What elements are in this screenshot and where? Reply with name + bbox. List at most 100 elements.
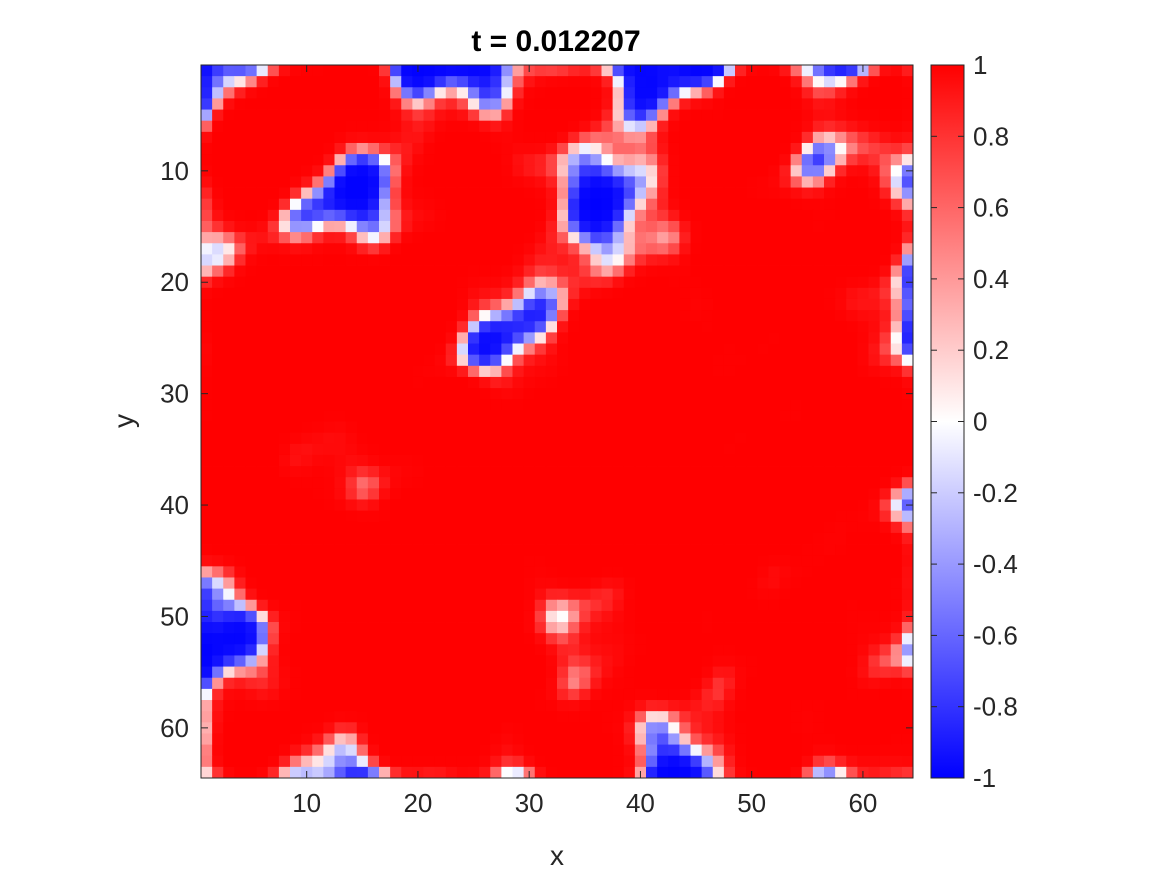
- heatmap-cell: [879, 744, 892, 757]
- heatmap-cell: [579, 766, 591, 779]
- heatmap-cell: [757, 688, 769, 701]
- heatmap-cell: [646, 109, 658, 122]
- heatmap-cell: [323, 276, 335, 289]
- heatmap-cell: [657, 276, 669, 289]
- heatmap-cell: [768, 365, 780, 378]
- heatmap-cell: [490, 755, 502, 768]
- heatmap-cell: [512, 388, 525, 400]
- heatmap-cell: [668, 388, 680, 400]
- heatmap-cell: [824, 733, 836, 745]
- heatmap-cell: [445, 633, 458, 645]
- heatmap-cell: [356, 209, 369, 222]
- heatmap-cell: [379, 410, 391, 422]
- heatmap-cell: [812, 700, 825, 712]
- heatmap-cell: [857, 633, 869, 645]
- heatmap-cell: [690, 109, 703, 122]
- heatmap-cell: [456, 243, 469, 255]
- heatmap-cell: [590, 610, 602, 623]
- heatmap-cell: [812, 165, 825, 177]
- heatmap-cell: [812, 566, 825, 578]
- heatmap-cell: [746, 243, 758, 255]
- heatmap-cell: [301, 220, 313, 233]
- heatmap-cell: [579, 655, 591, 667]
- heatmap-cell: [646, 766, 658, 779]
- heatmap-cell: [690, 644, 703, 656]
- heatmap-cell: [824, 165, 836, 177]
- heatmap-cell: [712, 610, 725, 623]
- heatmap-cell: [646, 432, 658, 445]
- heatmap-cell: [601, 544, 614, 556]
- heatmap-cell: [245, 376, 258, 389]
- heatmap-cell: [201, 744, 213, 757]
- heatmap-cell: [612, 76, 625, 88]
- heatmap-cell: [312, 466, 324, 478]
- colorbar-tick-label: 0.6: [973, 193, 1009, 223]
- heatmap-cell: [223, 510, 235, 523]
- heatmap-cell: [779, 544, 792, 556]
- heatmap-cell: [223, 98, 235, 110]
- heatmap-cell: [401, 655, 413, 667]
- heatmap-cell: [201, 120, 213, 133]
- heatmap-cell: [712, 365, 725, 378]
- heatmap-cell: [634, 432, 647, 445]
- heatmap-cell: [857, 622, 869, 634]
- heatmap-cell: [434, 165, 447, 177]
- heatmap-cell: [712, 265, 725, 278]
- heatmap-cell: [612, 577, 625, 590]
- heatmap-cell: [746, 544, 758, 556]
- heatmap-cell: [634, 109, 647, 122]
- heatmap-cell: [846, 544, 858, 556]
- heatmap-cell: [757, 276, 769, 289]
- heatmap-cell: [212, 343, 224, 356]
- heatmap-cell: [223, 421, 235, 434]
- heatmap-cell: [824, 65, 836, 77]
- heatmap-cell: [267, 198, 280, 211]
- heatmap-cell: [846, 365, 858, 378]
- heatmap-cell: [256, 176, 269, 188]
- heatmap-cell: [345, 165, 358, 177]
- heatmap-cell: [723, 421, 736, 434]
- heatmap-cell: [824, 744, 836, 757]
- heatmap-cell: [790, 744, 803, 757]
- heatmap-cell: [434, 87, 447, 99]
- heatmap-cell: [345, 388, 358, 400]
- heatmap-cell: [590, 755, 602, 768]
- heatmap-cell: [345, 544, 358, 556]
- heatmap-cell: [434, 198, 447, 211]
- heatmap-cell: [634, 276, 647, 289]
- heatmap-cell: [901, 198, 914, 211]
- heatmap-cell: [735, 644, 747, 656]
- heatmap-cell: [479, 577, 491, 590]
- heatmap-cell: [356, 499, 369, 512]
- heatmap-cell: [223, 154, 235, 166]
- heatmap-cell: [256, 109, 269, 122]
- heatmap-cell: [568, 555, 580, 567]
- heatmap-cell: [846, 142, 858, 155]
- heatmap-cell: [479, 209, 491, 222]
- heatmap-cell: [301, 733, 313, 745]
- heatmap-cell: [323, 566, 335, 578]
- heatmap-cell: [568, 109, 580, 122]
- heatmap-cell: [712, 276, 725, 289]
- heatmap-cell: [245, 298, 258, 311]
- heatmap-cell: [523, 332, 536, 344]
- heatmap-cell: [601, 588, 614, 601]
- heatmap-cell: [557, 131, 569, 144]
- heatmap-cell: [456, 443, 469, 456]
- heatmap-cell: [701, 343, 714, 356]
- heatmap-cell: [557, 142, 569, 155]
- heatmap-cell: [367, 354, 380, 367]
- heatmap-cell: [723, 655, 736, 667]
- heatmap-cell: [512, 443, 525, 456]
- heatmap-cell: [456, 454, 469, 467]
- heatmap-cell: [423, 566, 436, 578]
- heatmap-cell: [612, 755, 625, 768]
- heatmap-cell: [256, 87, 269, 99]
- heatmap-cell: [501, 521, 513, 534]
- heatmap-cell: [223, 521, 235, 534]
- x-tick-label: 30: [515, 788, 544, 818]
- heatmap-cell: [290, 755, 302, 768]
- heatmap-cell: [735, 733, 747, 745]
- heatmap-cell: [245, 466, 258, 478]
- heatmap-cell: [901, 109, 914, 122]
